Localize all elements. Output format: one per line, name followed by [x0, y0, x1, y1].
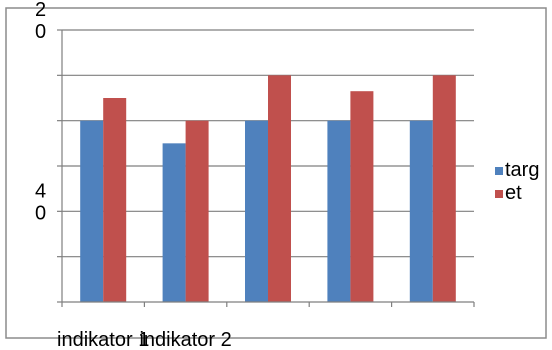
- bar-et-2: [185, 120, 209, 303]
- bar-targ-4: [327, 120, 351, 303]
- bars-group: [80, 75, 456, 303]
- bar-et-5: [432, 75, 456, 302]
- y-tick-label: 4: [35, 180, 46, 202]
- bar-targ-2: [162, 143, 186, 302]
- legend-swatch-targ: [495, 167, 503, 175]
- bar-targ-1: [80, 120, 104, 303]
- y-tick-label: 2: [35, 0, 46, 21]
- x-tick-label: indikator 1: [57, 329, 149, 350]
- legend-label-et: et: [505, 182, 522, 204]
- legend-swatch-et: [495, 190, 503, 198]
- bar-et-3: [268, 75, 291, 302]
- x-tick-label: indikator 2: [139, 329, 231, 350]
- bar-et-4: [350, 91, 374, 302]
- y-tick-label: 0: [35, 202, 46, 224]
- y-tick-label: 0: [35, 21, 46, 43]
- bar-targ-3: [245, 120, 268, 303]
- bar-targ-5: [409, 120, 433, 303]
- bar-et-1: [103, 98, 127, 302]
- axes: [57, 29, 475, 307]
- y-tick-labels: 12040: [35, 0, 46, 224]
- legend-label-targ: targ: [505, 159, 539, 181]
